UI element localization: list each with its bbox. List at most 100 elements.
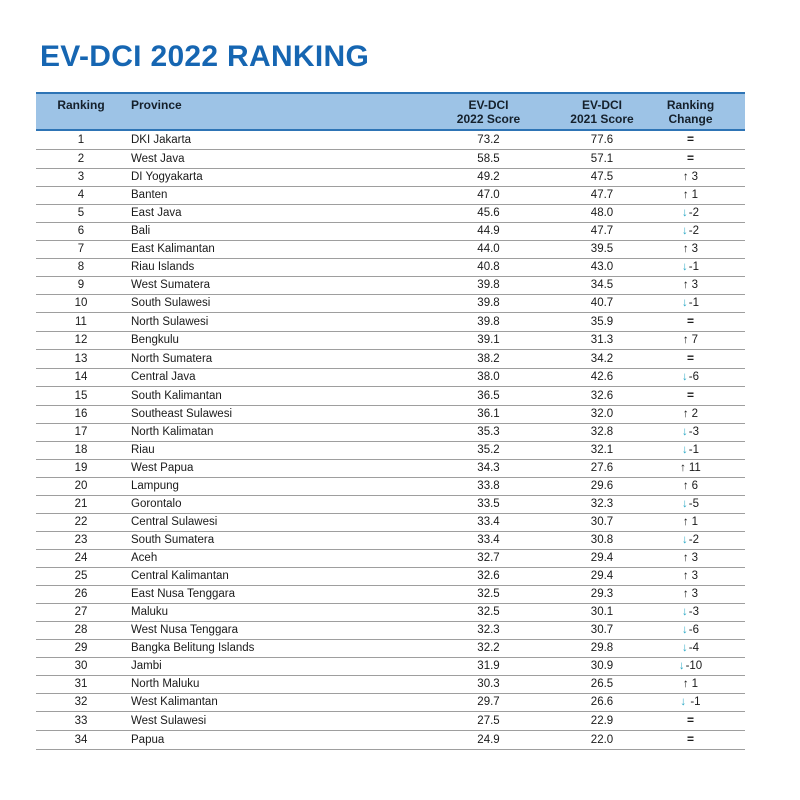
score-2021-cell: 30.7 <box>546 513 658 532</box>
rank-cell: 26 <box>36 585 126 604</box>
score-2021-cell: 48.0 <box>546 204 658 223</box>
province-cell: Papua <box>126 730 431 750</box>
rank-cell: 18 <box>36 441 126 460</box>
ranking-change-cell: ↓-6 <box>658 621 745 640</box>
table-row: 18 Riau 35.2 32.1 ↓-1 <box>36 441 745 460</box>
ranking-change-cell: ↓-2 <box>658 222 745 241</box>
rank-cell: 8 <box>36 258 126 277</box>
province-cell: North Kalimatan <box>126 423 431 442</box>
score-2022-cell: 39.8 <box>431 294 546 313</box>
score-2022-cell: 31.9 <box>431 657 546 676</box>
province-cell: North Sulawesi <box>126 312 431 332</box>
table-row: 14 Central Java 38.0 42.6 ↓-6 <box>36 368 745 387</box>
change-arrow-icon: ↓ <box>682 624 688 636</box>
score-2022-cell: 33.4 <box>431 531 546 550</box>
ranking-change-cell: ↑ 1 <box>658 675 745 694</box>
change-arrow-icon: ↑ <box>682 480 689 492</box>
change-value: 3 <box>691 171 699 183</box>
ranking-change-cell: ↓-3 <box>658 603 745 622</box>
score-2021-cell: 47.5 <box>546 168 658 187</box>
score-2021-cell: 30.8 <box>546 531 658 550</box>
score-2021-cell: 32.8 <box>546 423 658 442</box>
rank-cell: 31 <box>36 675 126 694</box>
rank-cell: 16 <box>36 405 126 424</box>
change-arrow-icon: = <box>686 351 694 365</box>
province-cell: West Sulawesi <box>126 711 431 731</box>
rank-cell: 24 <box>36 549 126 568</box>
province-cell: Riau <box>126 441 431 460</box>
score-2021-cell: 39.5 <box>546 240 658 259</box>
rank-cell: 32 <box>36 693 126 712</box>
score-2022-cell: 39.1 <box>431 331 546 350</box>
ranking-change-cell: ↑ 1 <box>658 513 745 532</box>
rank-cell: 29 <box>36 639 126 658</box>
table-row: 34 Papua 24.9 22.0 = <box>36 730 745 750</box>
province-cell: North Sumatera <box>126 349 431 369</box>
rank-cell: 1 <box>36 130 126 150</box>
rank-cell: 15 <box>36 386 126 406</box>
province-cell: South Sulawesi <box>126 294 431 313</box>
score-2022-cell: 47.0 <box>431 186 546 205</box>
change-arrow-icon: ↓ <box>682 444 688 456</box>
score-2021-cell: 22.9 <box>546 711 658 731</box>
rank-cell: 10 <box>36 294 126 313</box>
change-value: -6 <box>688 371 699 383</box>
change-value: -2 <box>688 225 699 237</box>
change-arrow-icon: ↓ <box>682 225 688 237</box>
province-cell: Bali <box>126 222 431 241</box>
ranking-change-cell: ↑ 11 <box>658 459 745 478</box>
score-2022-cell: 38.2 <box>431 349 546 369</box>
change-arrow-icon: = <box>686 132 694 146</box>
score-2022-cell: 32.5 <box>431 585 546 604</box>
score-2021-cell: 57.1 <box>546 149 658 169</box>
change-arrow-icon: ↑ <box>682 552 689 564</box>
change-arrow-icon: = <box>686 713 694 727</box>
score-2021-cell: 29.4 <box>546 567 658 586</box>
score-2021-cell: 32.3 <box>546 495 658 514</box>
ranking-change-cell: ↓-1 <box>658 294 745 313</box>
score-2022-cell: 24.9 <box>431 730 546 750</box>
rank-cell: 14 <box>36 368 126 387</box>
rank-cell: 11 <box>36 312 126 332</box>
province-cell: DKI Jakarta <box>126 130 431 150</box>
table-row: 26 East Nusa Tenggara 32.5 29.3 ↑ 3 <box>36 585 745 604</box>
change-arrow-icon: ↑ <box>682 408 689 420</box>
province-cell: Bangka Belitung Islands <box>126 639 431 658</box>
table-row: 24 Aceh 32.7 29.4 ↑ 3 <box>36 549 745 568</box>
table-row: 4 Banten 47.0 47.7 ↑ 1 <box>36 186 745 205</box>
change-value: 3 <box>691 243 699 255</box>
change-arrow-icon: ↑ <box>682 588 689 600</box>
col-header-evdci-2022-score: EV-DCI 2022 Score <box>431 92 546 131</box>
rank-cell: 4 <box>36 186 126 205</box>
table-row: 5 East Java 45.6 48.0 ↓-2 <box>36 204 745 223</box>
change-value: 3 <box>691 552 699 564</box>
score-2022-cell: 32.7 <box>431 549 546 568</box>
score-2021-cell: 77.6 <box>546 130 658 150</box>
change-value: 2 <box>691 408 699 420</box>
score-2022-cell: 36.1 <box>431 405 546 424</box>
score-2022-cell: 32.5 <box>431 603 546 622</box>
change-arrow-icon: ↑ <box>682 279 689 291</box>
change-value: 3 <box>691 588 699 600</box>
change-value: -2 <box>688 207 699 219</box>
table-row: 1 DKI Jakarta 73.2 77.6 = <box>36 130 745 150</box>
ranking-change-cell: ↓-10 <box>658 657 745 676</box>
rank-cell: 5 <box>36 204 126 223</box>
ranking-table: Ranking Province EV-DCI 2022 Score EV-DC… <box>36 92 745 750</box>
province-cell: West Sumatera <box>126 276 431 295</box>
rank-cell: 23 <box>36 531 126 550</box>
rank-cell: 22 <box>36 513 126 532</box>
province-cell: Central Java <box>126 368 431 387</box>
col-header-ranking: Ranking <box>36 92 126 131</box>
change-arrow-icon: ↓ <box>682 426 688 438</box>
score-2021-cell: 29.4 <box>546 549 658 568</box>
province-cell: North Maluku <box>126 675 431 694</box>
table-row: 12 Bengkulu 39.1 31.3 ↑ 7 <box>36 331 745 350</box>
rank-cell: 9 <box>36 276 126 295</box>
score-2022-cell: 38.0 <box>431 368 546 387</box>
score-2022-cell: 29.7 <box>431 693 546 712</box>
score-2021-cell: 34.2 <box>546 349 658 369</box>
rank-cell: 21 <box>36 495 126 514</box>
table-header-row: Ranking Province EV-DCI 2022 Score EV-DC… <box>36 92 745 131</box>
ranking-change-cell: ↑ 3 <box>658 168 745 187</box>
